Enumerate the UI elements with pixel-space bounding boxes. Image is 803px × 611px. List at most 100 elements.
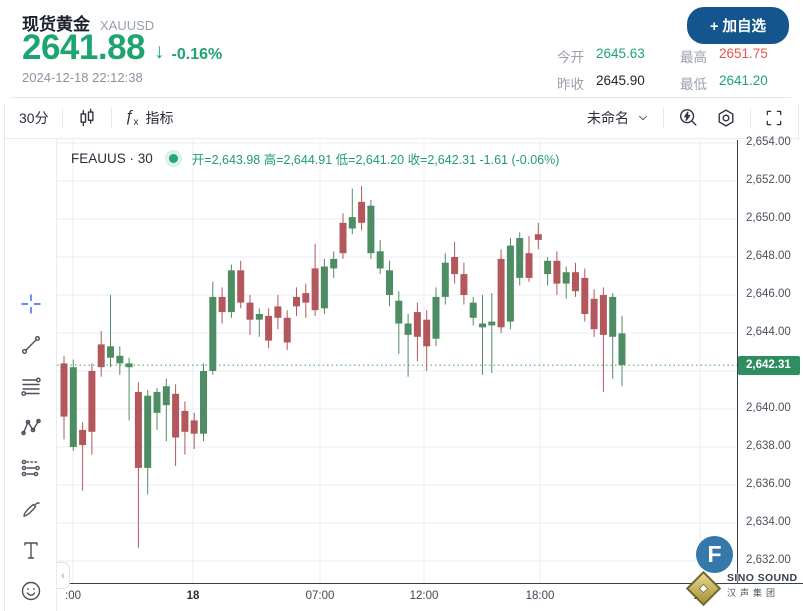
candle-body: [404, 323, 412, 335]
candle-body: [320, 266, 328, 309]
candle-body: [432, 296, 440, 339]
y-axis-label: 2,634.00: [746, 516, 791, 528]
candle-body: [590, 298, 598, 330]
candle-body: [553, 260, 561, 284]
trend-line-tool[interactable]: [19, 333, 43, 357]
y-axis-label: 2,652.00: [746, 174, 791, 186]
candle-body: [97, 344, 105, 368]
snapshot-button[interactable]: [677, 107, 699, 129]
toolbar-right-group: 未命名: [587, 107, 784, 129]
candle-body: [525, 253, 533, 278]
price-down-arrow-icon: ↓: [154, 40, 165, 63]
candle-body: [460, 274, 468, 295]
candle-body: [376, 251, 384, 269]
instrument-name: 现货黄金: [22, 15, 90, 34]
x-axis-label: 12:00: [409, 590, 439, 602]
candlestick-style-icon: [80, 108, 94, 127]
candle-body: [544, 260, 552, 275]
price-row: 2641.88 ↓ -0.16%: [22, 28, 223, 67]
xabcd-pattern-tool[interactable]: [19, 415, 43, 439]
y-axis-label: 2,650.00: [746, 212, 791, 224]
candlestick-chart-plot[interactable]: FEAUUS · 30 开=2,643.98 高=2,644.91 低=2,64…: [57, 140, 737, 583]
indicators-button[interactable]: ƒx 指标: [125, 108, 174, 128]
instrument-symbol: XAUUSD: [100, 18, 155, 33]
drawing-tools-sidebar: [5, 139, 57, 611]
change-percent: -0.16%: [171, 46, 223, 63]
candle-body: [451, 257, 459, 275]
candle-body: [88, 371, 96, 432]
price-scale-border: [737, 140, 738, 583]
last-price-badge: 2,642.31: [738, 355, 800, 375]
candle-body: [562, 272, 570, 284]
candle-body: [274, 306, 282, 318]
divider: [61, 108, 63, 128]
candle-body: [423, 319, 431, 347]
candle-body: [618, 333, 626, 366]
candle-body: [609, 296, 617, 337]
candle-body: [302, 293, 310, 303]
axis-collapse-tab[interactable]: ‹: [57, 562, 70, 589]
candle-body: [339, 222, 347, 254]
layout-name-menu[interactable]: 未命名: [587, 108, 650, 128]
candle-body: [441, 262, 449, 297]
legend-ohlc-values: 开=2,643.98 高=2,644.91 低=2,641.20 收=2,642…: [191, 153, 560, 167]
price-scale[interactable]: 2,642.31 2,654.00 2,652.00 2,650.00 2,648.0…: [737, 136, 803, 583]
snapshot-icon: [679, 109, 697, 126]
last-price: 2641.88: [22, 28, 146, 67]
x-axis-label: :00: [65, 590, 81, 602]
candle-body: [79, 429, 87, 446]
emoji-tool[interactable]: [19, 579, 43, 603]
stat-label: 最高: [680, 50, 707, 65]
candle-body: [153, 391, 161, 413]
candle-body: [581, 277, 589, 314]
chart-toolbar: 30分 ƒx 指标 未命名: [5, 98, 798, 139]
candle-body: [227, 270, 235, 313]
brush-tool[interactable]: [19, 497, 43, 521]
candle-body: [386, 270, 393, 295]
candle-body: [413, 312, 421, 337]
fullscreen-button[interactable]: [764, 108, 784, 128]
candle-body: [395, 300, 403, 324]
candle-body: [200, 371, 207, 434]
instrument-title-row: 现货黄金 XAUUSD: [22, 10, 154, 35]
divider: [110, 108, 112, 128]
candle-body: [181, 410, 189, 432]
chart-style-button[interactable]: [76, 107, 98, 129]
add-watchlist-button[interactable]: + 加自选: [687, 7, 789, 44]
stat-value: 2641.20: [719, 73, 768, 88]
y-axis-label: 2,632.00: [746, 554, 791, 566]
fib-retracement-tool[interactable]: [19, 374, 43, 398]
x-axis-label: 18: [186, 590, 200, 602]
y-axis-label: 2,638.00: [746, 440, 791, 452]
stat-label: 今开: [557, 50, 584, 65]
candle-body: [348, 217, 356, 229]
candle-body: [237, 270, 245, 303]
x-axis-label: 18:00: [525, 590, 555, 602]
candle-body: [516, 238, 524, 278]
forecast-tool[interactable]: [19, 456, 43, 480]
y-axis-label: 2,648.00: [746, 250, 791, 262]
x-axis-label: 19: [693, 590, 707, 602]
candle-body: [572, 272, 579, 292]
candle-body: [69, 367, 77, 447]
candle-body: [534, 234, 542, 240]
crosshair-tool[interactable]: [19, 292, 43, 316]
text-tool[interactable]: [19, 538, 43, 562]
candle-body: [265, 315, 273, 341]
stat-value: 2645.90: [596, 73, 645, 88]
time-axis[interactable]: :00 18 07:00 12:00 18:00 19: [57, 583, 803, 611]
indicators-label: 指标: [145, 110, 174, 126]
quote-header: 现货黄金 XAUUSD 2641.88 ↓ -0.16% 2024-12-18 …: [0, 0, 803, 96]
chart-legend: FEAUUS · 30 开=2,643.98 高=2,644.91 低=2,64…: [71, 149, 559, 168]
interval-selector[interactable]: 30分: [19, 110, 49, 126]
candle-body: [293, 296, 300, 307]
candle-body: [190, 420, 198, 434]
layout-name-label: 未命名: [587, 110, 629, 126]
stat-value: 2651.75: [719, 46, 768, 61]
divider: [663, 108, 664, 128]
candle-body: [488, 321, 496, 326]
settings-button[interactable]: [715, 107, 737, 129]
quote-timestamp: 2024-12-18 22:12:38: [22, 70, 143, 85]
candle-body: [367, 205, 375, 254]
